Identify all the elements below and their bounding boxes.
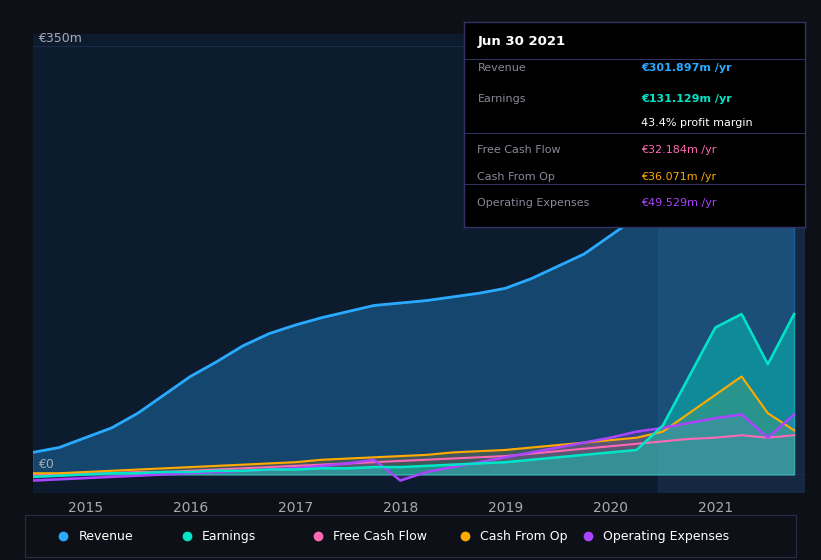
Text: €49.529m /yr: €49.529m /yr [641,198,717,208]
Text: Operating Expenses: Operating Expenses [603,530,730,543]
Text: €36.071m /yr: €36.071m /yr [641,171,716,181]
Text: Revenue: Revenue [79,530,133,543]
Text: Operating Expenses: Operating Expenses [478,198,589,208]
Text: €32.184m /yr: €32.184m /yr [641,145,717,155]
Bar [658,34,805,493]
Text: Earnings: Earnings [202,530,256,543]
Text: Free Cash Flow: Free Cash Flow [333,530,427,543]
Text: Free Cash Flow: Free Cash Flow [478,145,561,155]
Text: Earnings: Earnings [478,94,526,104]
Text: €0: €0 [38,458,54,471]
Text: 43.4% profit margin: 43.4% profit margin [641,119,753,128]
Text: €301.897m /yr: €301.897m /yr [641,63,732,73]
Text: Cash From Op: Cash From Op [478,171,555,181]
Text: €131.129m /yr: €131.129m /yr [641,94,732,104]
Text: €350m: €350m [38,31,82,45]
Text: Cash From Op: Cash From Op [480,530,567,543]
Text: Jun 30 2021: Jun 30 2021 [478,35,566,48]
Text: Revenue: Revenue [478,63,526,73]
